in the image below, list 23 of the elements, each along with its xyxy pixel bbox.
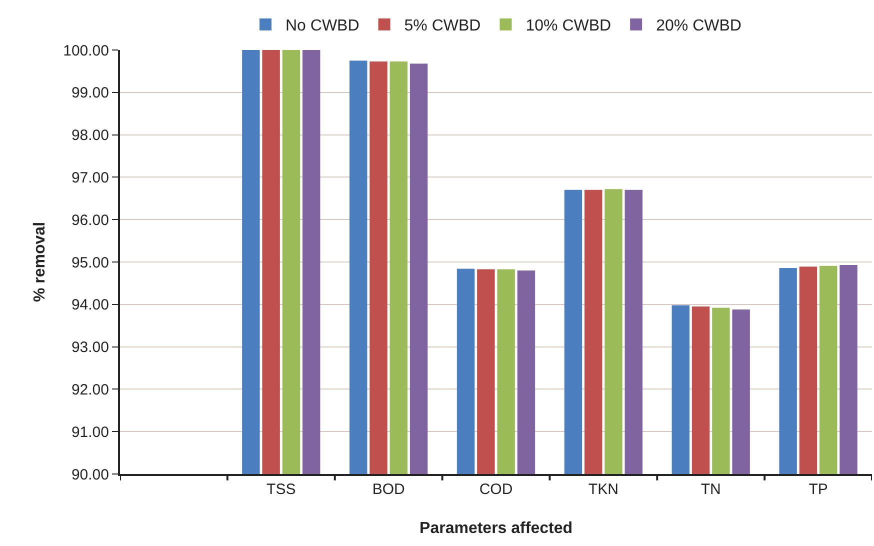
legend-label: 10% CWBD	[526, 18, 612, 35]
y-tick-label: 99.00	[71, 84, 109, 102]
y-tick-label: 97.00	[71, 169, 109, 186]
x-tick-label: TN	[700, 481, 721, 498]
y-tick-label: 98.00	[71, 127, 109, 144]
legend-label: No CWBD	[286, 18, 360, 35]
y-tick-label: 94.00	[71, 296, 109, 314]
y-tick-label: 92.00	[71, 381, 109, 398]
x-tick-label: COD	[479, 481, 513, 498]
y-tick-label: 91.00	[71, 424, 109, 441]
y-axis-title: % removal	[32, 222, 49, 302]
y-tick-label: 96.00	[71, 212, 109, 229]
y-tick-label: 93.00	[71, 339, 109, 356]
x-tick-label: BOD	[372, 481, 405, 498]
x-tick-label: TKN	[588, 481, 618, 498]
x-axis-title: Parameters affected	[420, 520, 572, 537]
y-tick-label: 95.00	[71, 254, 109, 272]
x-tick-label: TSS	[266, 481, 296, 498]
legend-label: 5% CWBD	[404, 18, 481, 35]
y-tick-label: 90.00	[71, 466, 109, 484]
y-tick-label: 100.00	[63, 42, 109, 60]
legend-label: 20% CWBD	[656, 18, 742, 35]
x-tick-label: TP	[808, 481, 828, 498]
